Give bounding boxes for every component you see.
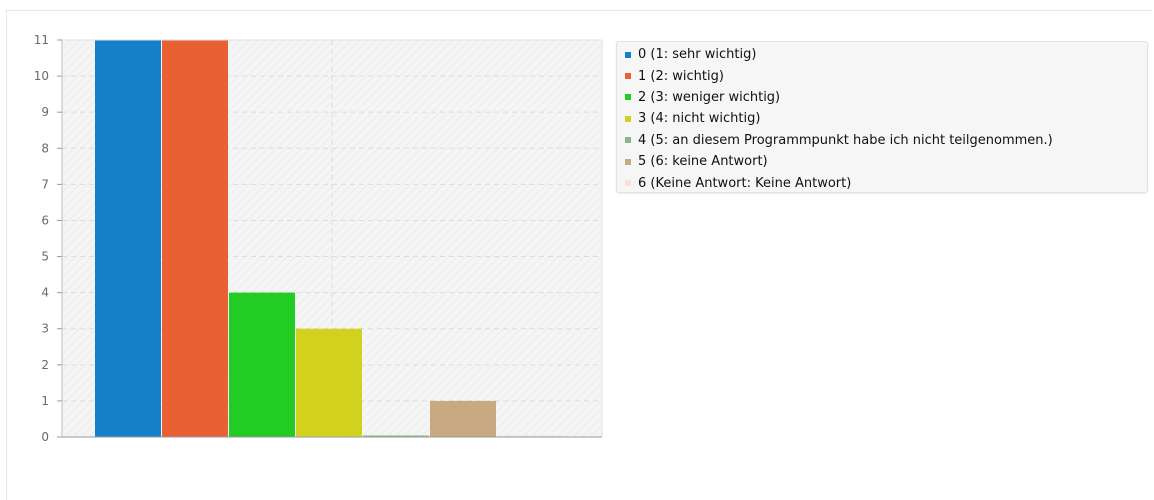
legend-label: 0 (1: sehr wichtig) <box>638 47 757 63</box>
y-tick-label: 4 <box>41 286 49 300</box>
legend-swatch <box>625 94 631 101</box>
y-tick-label: 5 <box>41 250 49 264</box>
legend-label: 1 (2: wichtig) <box>638 68 724 84</box>
legend-item[interactable]: 3 (4: nicht wichtig) <box>625 108 1147 129</box>
chart-legend: 0 (1: sehr wichtig) 1 (2: wichtig) 2 (3: w… <box>616 41 1148 193</box>
legend-item[interactable]: 1 (2: wichtig) <box>625 65 1147 86</box>
y-tick-label: 3 <box>41 322 49 336</box>
y-tick-label: 8 <box>41 141 49 155</box>
legend-swatch <box>625 180 631 187</box>
bar-4[interactable] <box>363 435 429 438</box>
legend-swatch <box>625 137 631 144</box>
legend-item[interactable]: 0 (1: sehr wichtig) <box>625 44 1147 65</box>
bar-3[interactable] <box>296 328 362 437</box>
y-tick-label: 9 <box>41 105 49 119</box>
y-tick-label: 2 <box>41 358 49 372</box>
bar-5[interactable] <box>430 400 496 437</box>
legend-label: 6 (Keine Antwort: Keine Antwort) <box>638 175 852 191</box>
legend-label: 5 (6: keine Antwort) <box>638 154 768 170</box>
legend-item[interactable]: 6 (Keine Antwort: Keine Antwort) <box>625 172 1147 193</box>
y-tick-label: 11 <box>34 33 49 47</box>
y-tick-label: 10 <box>34 69 49 83</box>
legend-item[interactable]: 5 (6: keine Antwort) <box>625 151 1147 172</box>
bar-2[interactable] <box>229 292 295 437</box>
legend-swatch <box>625 51 631 58</box>
legend-item[interactable]: 4 (5: an diesem Programmpunkt habe ich n… <box>625 130 1147 151</box>
legend-label: 3 (4: nicht wichtig) <box>638 111 761 127</box>
legend-swatch <box>625 73 631 80</box>
legend-swatch <box>625 158 631 165</box>
legend-label: 4 (5: an diesem Programmpunkt habe ich n… <box>638 132 1053 148</box>
legend-item[interactable]: 2 (3: weniger wichtig) <box>625 87 1147 108</box>
y-tick-label: 7 <box>41 177 49 191</box>
bar-6[interactable] <box>497 435 563 438</box>
y-tick-label: 1 <box>41 394 49 408</box>
legend-swatch <box>625 115 631 122</box>
y-tick-label: 6 <box>41 213 49 227</box>
legend-label: 2 (3: weniger wichtig) <box>638 89 781 105</box>
bar-1[interactable] <box>162 40 228 437</box>
y-tick-label: 0 <box>41 430 49 444</box>
bar-0[interactable] <box>95 40 161 437</box>
